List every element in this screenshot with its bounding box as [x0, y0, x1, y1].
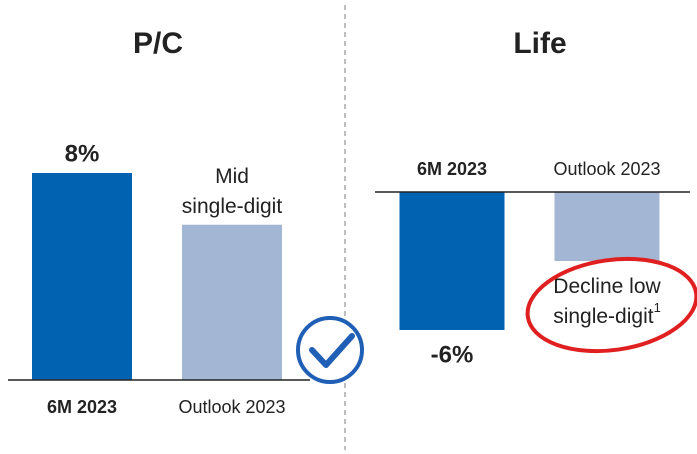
value-label: Decline low single-digit1: [553, 275, 661, 328]
chart-title: Life: [513, 27, 566, 60]
footnote-mark: 1: [654, 300, 661, 315]
bar: [182, 224, 282, 380]
highlight-circle: [525, 256, 697, 354]
bar: [399, 192, 505, 330]
chart-title: P/C: [133, 27, 183, 60]
value-label: 8%: [65, 140, 100, 167]
category-label: 6M 2023: [417, 159, 487, 179]
category-label: Outlook 2023: [553, 159, 660, 179]
bar: [554, 192, 660, 261]
check-icon: [296, 316, 364, 384]
category-label: 6M 2023: [47, 397, 117, 417]
value-label: Mid single-digit: [182, 164, 283, 217]
bar: [32, 173, 132, 380]
value-label: -6%: [431, 341, 474, 368]
category-label: Outlook 2023: [178, 397, 285, 417]
